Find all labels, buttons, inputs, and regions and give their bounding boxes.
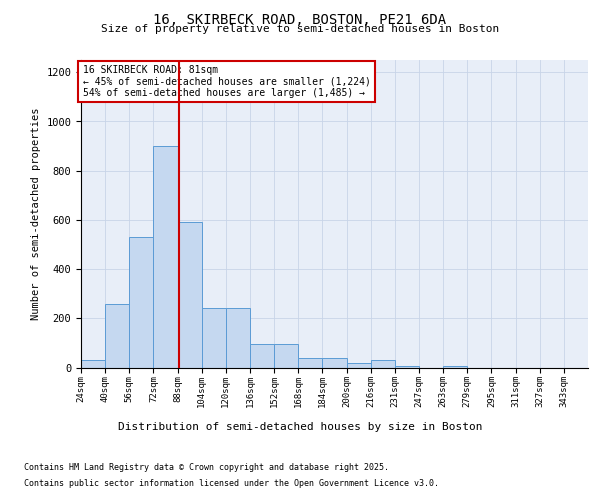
Bar: [226, 308, 250, 368]
Text: 16 SKIRBECK ROAD: 81sqm
← 45% of semi-detached houses are smaller (1,224)
54% of: 16 SKIRBECK ROAD: 81sqm ← 45% of semi-de…: [83, 65, 370, 98]
Bar: [250, 344, 274, 368]
Text: Contains HM Land Registry data © Crown copyright and database right 2025.: Contains HM Land Registry data © Crown c…: [24, 464, 389, 472]
Bar: [298, 358, 322, 368]
Bar: [371, 360, 395, 368]
Bar: [322, 358, 347, 368]
Text: Distribution of semi-detached houses by size in Boston: Distribution of semi-detached houses by …: [118, 422, 482, 432]
Bar: [105, 304, 129, 368]
Bar: [81, 360, 105, 368]
Bar: [395, 366, 419, 368]
Bar: [178, 222, 202, 368]
Text: 16, SKIRBECK ROAD, BOSTON, PE21 6DA: 16, SKIRBECK ROAD, BOSTON, PE21 6DA: [154, 12, 446, 26]
Bar: [154, 146, 178, 368]
Y-axis label: Number of semi-detached properties: Number of semi-detached properties: [31, 108, 41, 320]
Bar: [202, 308, 226, 368]
Text: Size of property relative to semi-detached houses in Boston: Size of property relative to semi-detach…: [101, 24, 499, 34]
Bar: [274, 344, 298, 368]
Bar: [443, 366, 467, 368]
Bar: [347, 362, 371, 368]
Bar: [129, 237, 154, 368]
Text: Contains public sector information licensed under the Open Government Licence v3: Contains public sector information licen…: [24, 478, 439, 488]
